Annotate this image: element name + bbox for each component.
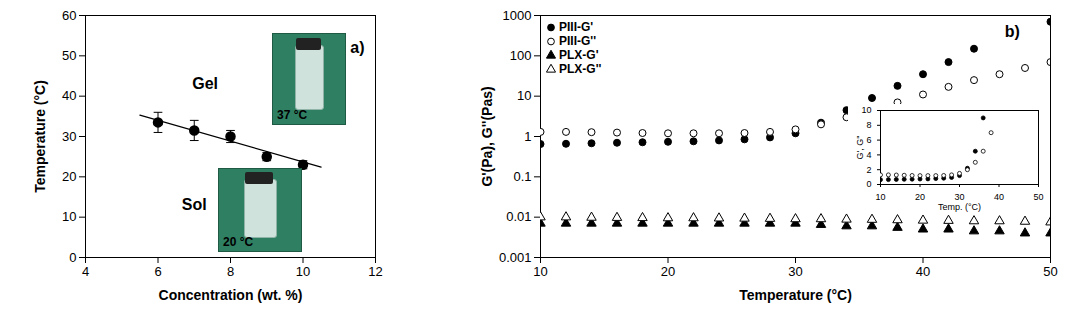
svg-text:30: 30	[62, 129, 76, 144]
svg-text:8: 8	[227, 264, 234, 279]
html-text:PLX-G': PLX-G'	[559, 48, 599, 62]
svg-text:1: 1	[524, 129, 531, 144]
svg-text:6: 6	[866, 135, 871, 145]
svg-text:10: 10	[875, 192, 885, 202]
svg-text:30: 30	[954, 192, 964, 202]
html-text:37 °C: 37 °C	[277, 108, 308, 122]
svg-text:b): b)	[1005, 23, 1020, 40]
svg-text:20: 20	[661, 264, 675, 279]
svg-text:8: 8	[866, 120, 871, 130]
html-text:PIII-G': PIII-G'	[559, 20, 594, 34]
svg-text:100: 100	[510, 48, 532, 63]
svg-text:50: 50	[62, 48, 76, 63]
svg-text:Temperature (°C): Temperature (°C)	[32, 80, 48, 193]
svg-text:10: 10	[62, 209, 76, 224]
svg-text:Temperature (°C): Temperature (°C)	[739, 287, 852, 303]
svg-text:4: 4	[866, 150, 871, 160]
svg-text:1000: 1000	[503, 8, 532, 23]
svg-text:Sol: Sol	[182, 196, 207, 213]
svg-text:10: 10	[861, 105, 871, 115]
html-text:PIII-G'': PIII-G''	[559, 34, 596, 48]
svg-text:10: 10	[533, 264, 547, 279]
svg-text:50: 50	[1043, 264, 1057, 279]
svg-text:40: 40	[994, 192, 1004, 202]
svg-text:10: 10	[517, 88, 531, 103]
html-text:PLX-G'': PLX-G''	[559, 62, 602, 76]
svg-text:6: 6	[154, 264, 161, 279]
svg-text:30: 30	[788, 264, 802, 279]
svg-text:G', G'': G', G''	[855, 135, 865, 159]
svg-text:0.1: 0.1	[513, 169, 531, 184]
svg-text:10: 10	[296, 264, 310, 279]
svg-text:40: 40	[62, 88, 76, 103]
svg-text:60: 60	[62, 8, 76, 23]
svg-text:G'(Pa), G''(Pas): G'(Pa), G''(Pas)	[479, 86, 495, 186]
svg-text:a): a)	[350, 39, 364, 56]
svg-text:Concentration (wt. %): Concentration (wt. %)	[159, 287, 303, 303]
svg-text:4: 4	[82, 264, 89, 279]
svg-text:20: 20	[915, 192, 925, 202]
svg-text:2: 2	[866, 165, 871, 175]
svg-text:12: 12	[368, 264, 382, 279]
svg-text:40: 40	[916, 264, 930, 279]
svg-text:0.001: 0.001	[499, 250, 532, 265]
svg-text:0: 0	[69, 250, 76, 265]
svg-text:20: 20	[62, 169, 76, 184]
svg-text:Gel: Gel	[192, 75, 218, 92]
svg-text:Temp. (°C): Temp. (°C)	[938, 202, 981, 212]
html-text:20 °C: 20 °C	[223, 235, 254, 249]
svg-text:0.01: 0.01	[506, 209, 531, 224]
svg-text:50: 50	[1033, 192, 1043, 202]
svg-text:0: 0	[866, 179, 871, 189]
